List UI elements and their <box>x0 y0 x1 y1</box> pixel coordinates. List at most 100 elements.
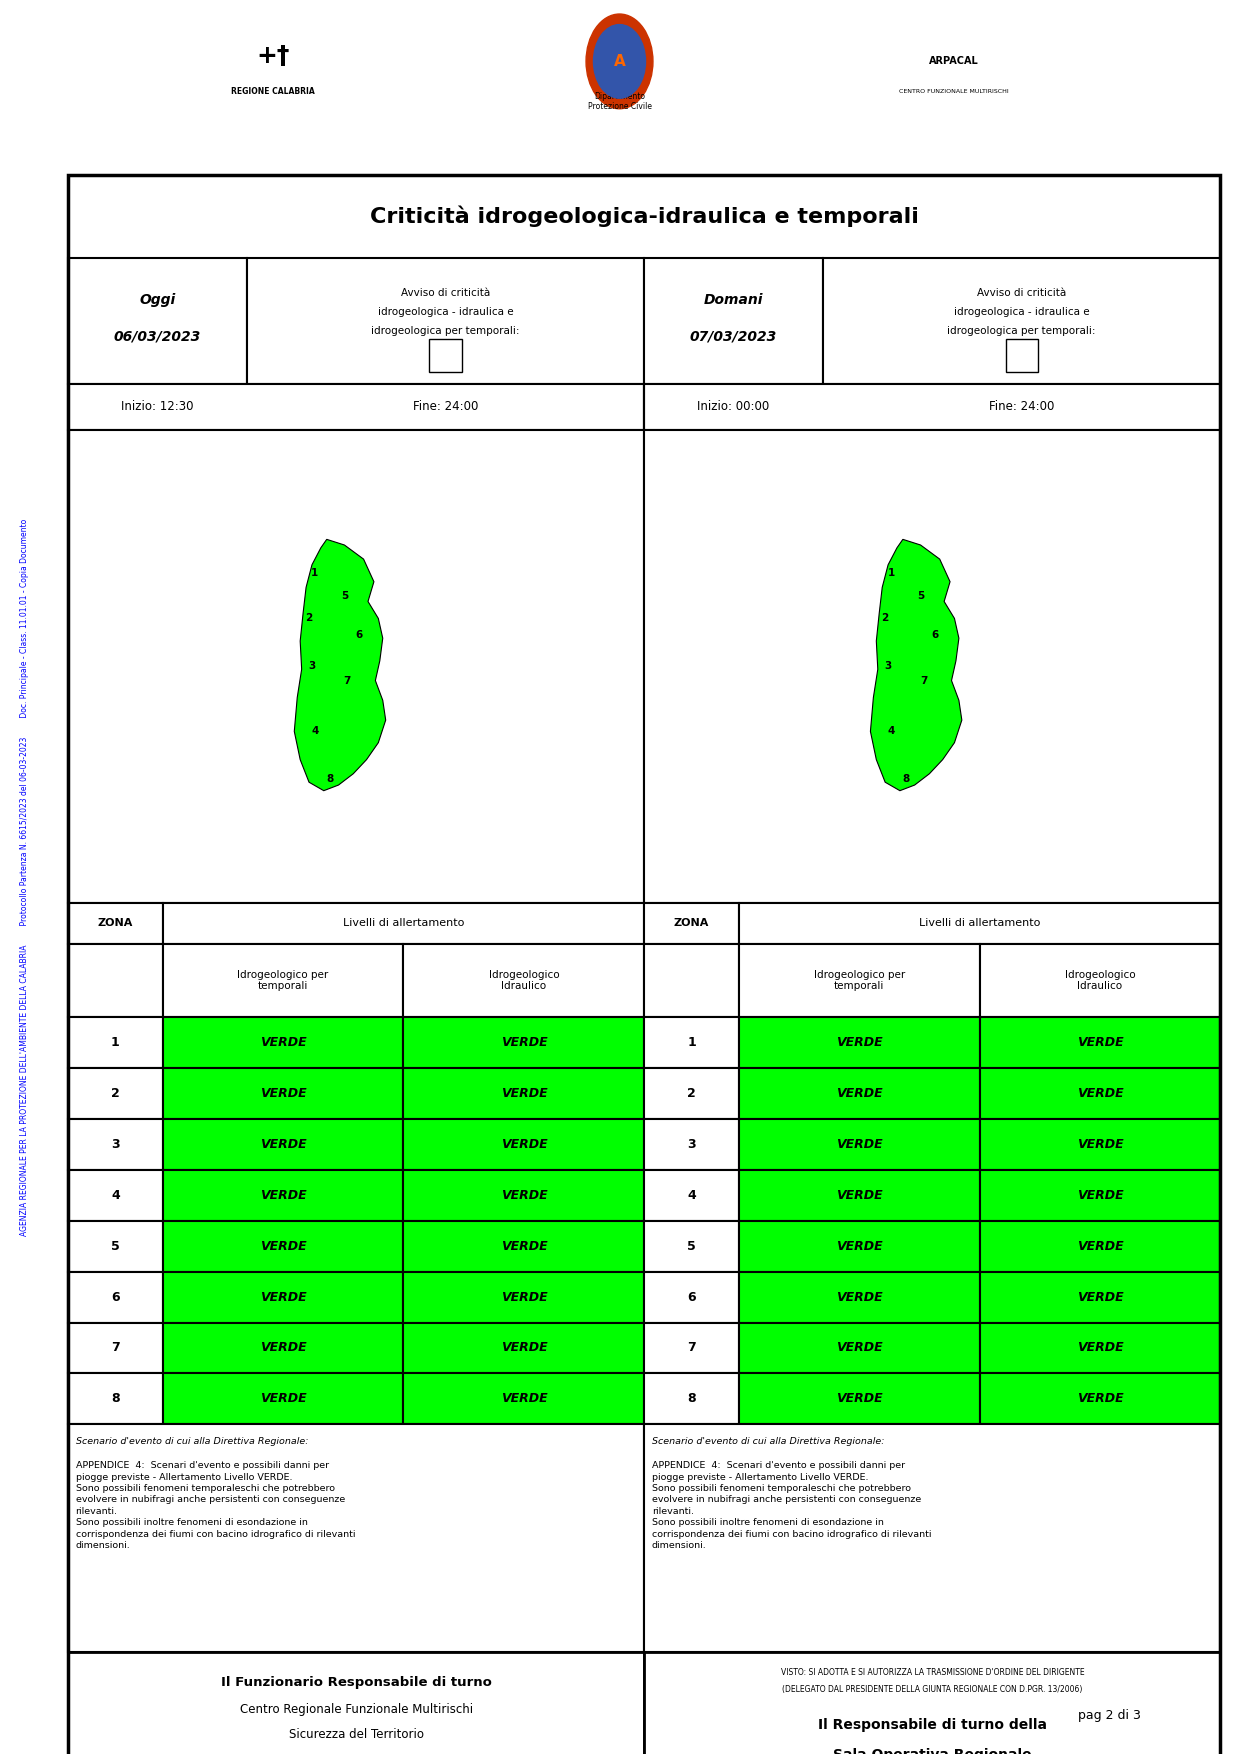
Text: 4: 4 <box>688 1189 696 1201</box>
Text: ZONA: ZONA <box>98 919 133 928</box>
Text: Criticità idrogeologica-idraulica e temporali: Criticità idrogeologica-idraulica e temp… <box>370 205 918 228</box>
Text: 1: 1 <box>311 568 318 579</box>
Bar <box>980 944 1220 1017</box>
Text: 7: 7 <box>343 675 351 686</box>
Bar <box>980 1017 1220 1068</box>
Bar <box>980 1373 1220 1424</box>
Text: VERDE: VERDE <box>260 1087 306 1100</box>
Bar <box>738 1373 980 1424</box>
Text: idrogeologica - idraulica e: idrogeologica - idraulica e <box>954 307 1089 317</box>
Bar <box>980 1272 1220 1323</box>
Bar <box>68 903 162 944</box>
Bar <box>644 1424 1220 1652</box>
Text: VERDE: VERDE <box>501 1342 548 1354</box>
Text: 2: 2 <box>688 1087 696 1100</box>
Text: pag 2 di 3: pag 2 di 3 <box>1078 1708 1141 1722</box>
Text: VERDE: VERDE <box>501 1291 548 1303</box>
Text: Idrogeologico per
temporali: Idrogeologico per temporali <box>814 970 904 991</box>
Text: Sicurezza del Territorio: Sicurezza del Territorio <box>289 1728 424 1742</box>
Text: 2: 2 <box>112 1087 120 1100</box>
Text: VERDE: VERDE <box>1077 1240 1124 1252</box>
Text: Fine: 24:00: Fine: 24:00 <box>989 400 1054 414</box>
Text: VERDE: VERDE <box>1077 1138 1124 1151</box>
Text: VERDE: VERDE <box>836 1393 882 1405</box>
Text: Inizio: 00:00: Inizio: 00:00 <box>698 400 769 414</box>
Text: idrogeologica - idraulica e: idrogeologica - idraulica e <box>378 307 513 317</box>
Bar <box>162 1170 404 1221</box>
Text: VERDE: VERDE <box>260 1037 306 1049</box>
Text: 8: 8 <box>326 774 333 784</box>
Text: 1: 1 <box>112 1037 120 1049</box>
Bar <box>162 1068 404 1119</box>
Text: 2: 2 <box>305 614 312 623</box>
Text: VERDE: VERDE <box>501 1037 548 1049</box>
Text: VERDE: VERDE <box>836 1189 882 1201</box>
Text: VERDE: VERDE <box>836 1138 882 1151</box>
Text: VERDE: VERDE <box>501 1240 548 1252</box>
Bar <box>738 1272 980 1323</box>
Text: VERDE: VERDE <box>836 1342 882 1354</box>
Text: AGENZIA REGIONALE PER LA PROTEZIONE DELL'AMBIENTE DELLA CALABRIA        Protocol: AGENZIA REGIONALE PER LA PROTEZIONE DELL… <box>20 519 30 1235</box>
Text: Scenario d'evento di cui alla Direttiva Regionale:: Scenario d'evento di cui alla Direttiva … <box>652 1437 885 1445</box>
Bar <box>823 258 1220 384</box>
Bar <box>644 1017 738 1068</box>
Text: 7: 7 <box>688 1342 696 1354</box>
Text: 5: 5 <box>112 1240 120 1252</box>
Bar <box>162 944 404 1017</box>
Bar <box>980 1119 1220 1170</box>
Text: (DELEGATO DAL PRESIDENTE DELLA GIUNTA REGIONALE CON D.PGR. 13/2006): (DELEGATO DAL PRESIDENTE DELLA GIUNTA RE… <box>782 1684 1083 1694</box>
Bar <box>644 1221 738 1272</box>
Bar <box>162 1272 404 1323</box>
Bar <box>738 1017 980 1068</box>
Bar <box>68 1323 162 1373</box>
Text: 3: 3 <box>885 661 892 672</box>
Text: VERDE: VERDE <box>260 1138 306 1151</box>
Text: Il Funzionario Responsabile di turno: Il Funzionario Responsabile di turno <box>221 1675 492 1689</box>
Text: Oggi: Oggi <box>139 293 176 307</box>
Text: 6: 6 <box>112 1291 120 1303</box>
Bar <box>162 1323 404 1373</box>
Text: Avviso di criticità: Avviso di criticità <box>978 288 1067 298</box>
Bar <box>68 1373 162 1424</box>
Text: Idrogeologico
Idraulico: Idrogeologico Idraulico <box>488 970 559 991</box>
Text: Il Responsabile di turno della: Il Responsabile di turno della <box>818 1717 1047 1731</box>
Bar <box>404 1221 644 1272</box>
Bar <box>644 430 1220 903</box>
Text: idrogeologica per temporali:: idrogeologica per temporali: <box>372 326 520 337</box>
Bar <box>644 258 823 384</box>
Text: ARPACAL: ARPACAL <box>929 56 979 67</box>
Bar <box>738 1221 980 1272</box>
Bar <box>644 1170 738 1221</box>
Bar <box>404 1068 644 1119</box>
Text: Centro Regionale Funzionale Multirischi: Centro Regionale Funzionale Multirischi <box>239 1703 473 1715</box>
Bar <box>738 903 1220 944</box>
Bar <box>980 1221 1220 1272</box>
Text: Inizio: 12:30: Inizio: 12:30 <box>121 400 193 414</box>
Text: VERDE: VERDE <box>260 1240 306 1252</box>
Circle shape <box>593 25 646 98</box>
Bar <box>1006 339 1038 372</box>
Text: 5: 5 <box>341 591 348 602</box>
Text: Idrogeologico
Idraulico: Idrogeologico Idraulico <box>1064 970 1135 991</box>
Text: VERDE: VERDE <box>1077 1087 1124 1100</box>
Text: 7: 7 <box>112 1342 120 1354</box>
Text: 5: 5 <box>688 1240 696 1252</box>
Text: VERDE: VERDE <box>836 1037 882 1049</box>
Bar <box>404 1373 644 1424</box>
Bar <box>644 1068 738 1119</box>
Text: VERDE: VERDE <box>260 1291 306 1303</box>
Text: 7: 7 <box>919 675 927 686</box>
Bar <box>162 903 644 944</box>
Bar <box>404 1017 644 1068</box>
Bar <box>644 1272 738 1323</box>
Text: Idrogeologico per
temporali: Idrogeologico per temporali <box>238 970 328 991</box>
Bar <box>68 944 162 1017</box>
Bar <box>68 1068 162 1119</box>
Bar <box>68 1652 644 1754</box>
Text: 8: 8 <box>112 1393 120 1405</box>
Text: VERDE: VERDE <box>1077 1342 1124 1354</box>
Text: 4: 4 <box>112 1189 120 1201</box>
Text: 07/03/2023: 07/03/2023 <box>690 330 777 344</box>
Text: VERDE: VERDE <box>836 1087 882 1100</box>
Text: Dipartimento
Protezione Civile: Dipartimento Protezione Civile <box>587 91 652 112</box>
